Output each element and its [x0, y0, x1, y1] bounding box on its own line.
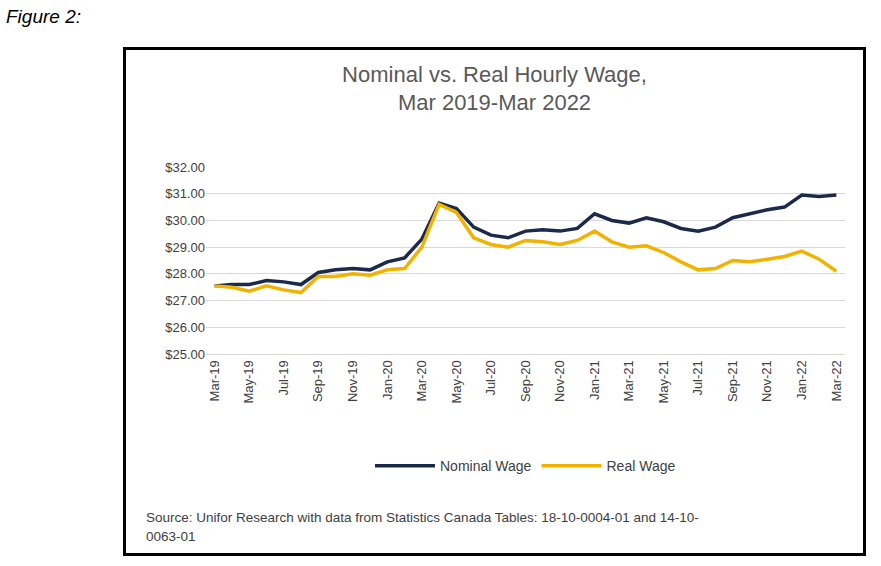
svg-text:Jul-19: Jul-19 [276, 360, 291, 395]
svg-text:$31.00: $31.00 [165, 186, 205, 201]
svg-text:May-19: May-19 [241, 360, 256, 403]
html-text:Figure 2:: Figure 2: [6, 6, 81, 27]
svg-text:Jan-22: Jan-22 [794, 360, 809, 400]
svg-text:Jan-20: Jan-20 [380, 360, 395, 400]
svg-text:$27.00: $27.00 [165, 293, 205, 308]
svg-text:$30.00: $30.00 [165, 213, 205, 228]
svg-text:$25.00: $25.00 [165, 347, 205, 362]
svg-text:Nov-20: Nov-20 [552, 360, 567, 402]
svg-text:Mar-19: Mar-19 [207, 360, 222, 401]
svg-text:$32.00: $32.00 [165, 160, 205, 175]
svg-text:Mar-22: Mar-22 [829, 360, 844, 401]
svg-text:Jul-21: Jul-21 [690, 360, 705, 395]
svg-text:Jul-20: Jul-20 [483, 360, 498, 395]
html-text:Source: Unifor Research with d: Source: Unifor Research with data from S… [146, 510, 699, 544]
svg-text:Mar-21: Mar-21 [621, 360, 636, 401]
svg-text:Nominal Wage: Nominal Wage [440, 458, 532, 474]
svg-text:May-20: May-20 [449, 360, 464, 403]
svg-text:$28.00: $28.00 [165, 266, 205, 281]
svg-text:Real Wage: Real Wage [607, 458, 676, 474]
svg-text:$29.00: $29.00 [165, 240, 205, 255]
svg-text:Mar-20: Mar-20 [414, 360, 429, 401]
svg-text:Nominal vs. Real Hourly Wage,M: Nominal vs. Real Hourly Wage,Mar 2019-Ma… [342, 62, 647, 116]
svg-text:$26.00: $26.00 [165, 320, 205, 335]
svg-text:Nov-19: Nov-19 [345, 360, 360, 402]
svg-text:Sep-21: Sep-21 [725, 360, 740, 402]
svg-text:May-21: May-21 [656, 360, 671, 403]
svg-text:Jan-21: Jan-21 [587, 360, 602, 400]
svg-text:Nov-21: Nov-21 [760, 360, 775, 402]
svg-text:Sep-20: Sep-20 [518, 360, 533, 402]
svg-text:Sep-19: Sep-19 [310, 360, 325, 402]
